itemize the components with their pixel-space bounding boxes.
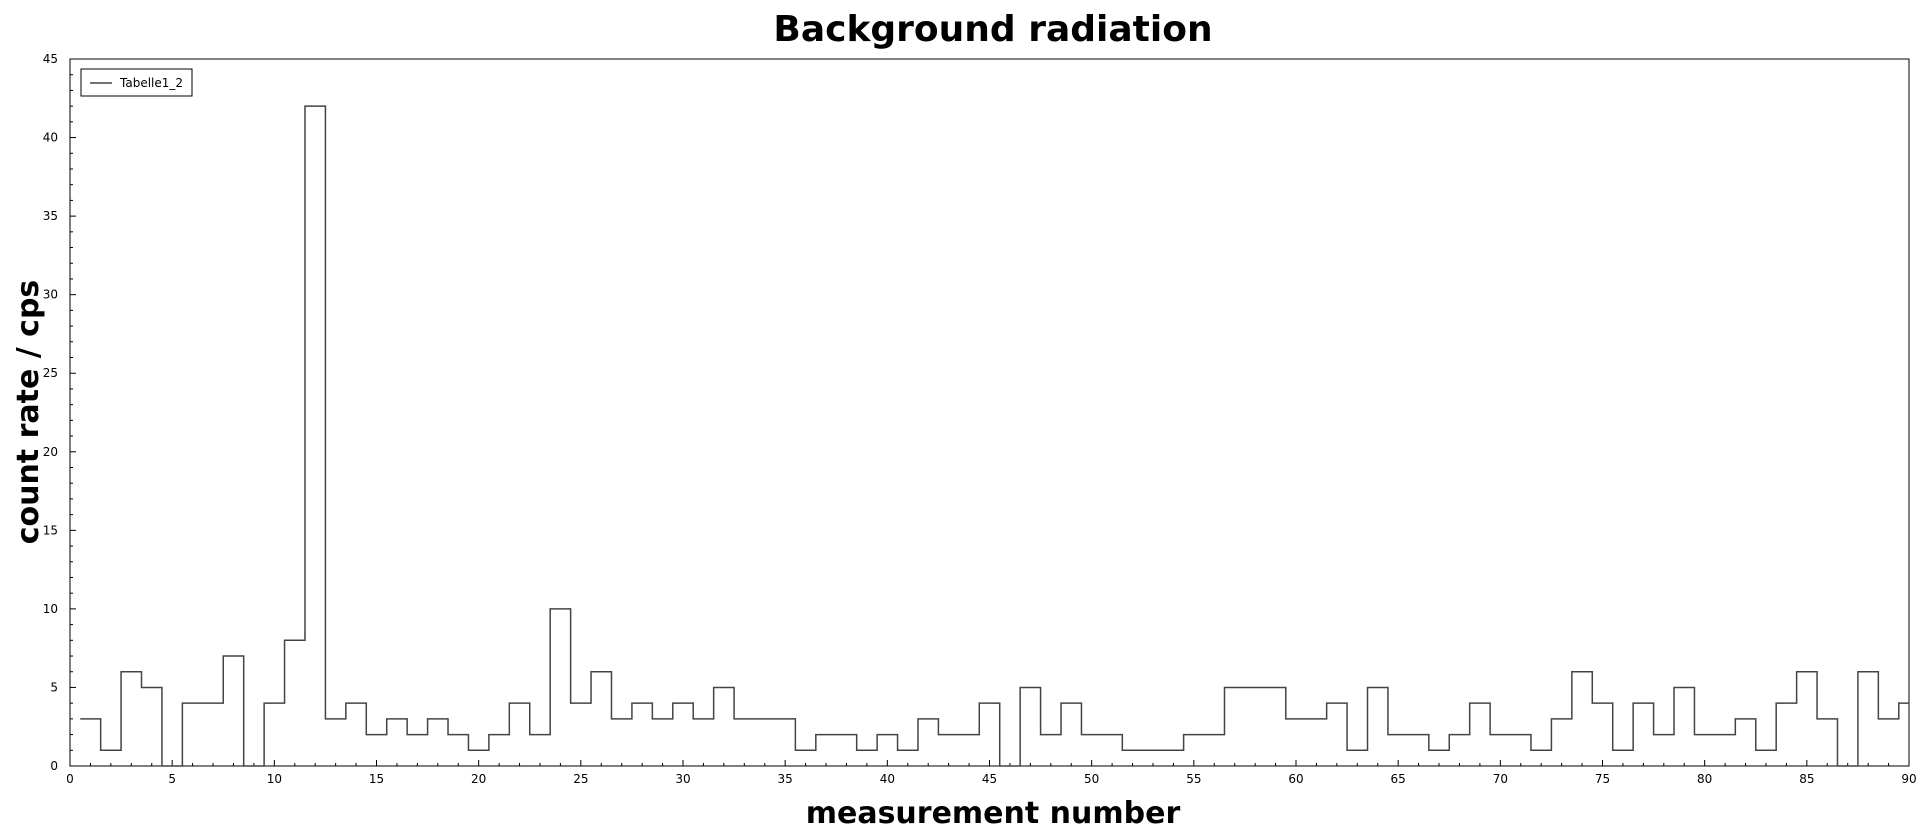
legend: Tabelle1_2 [80, 68, 193, 97]
x-tick-label: 90 [1901, 772, 1916, 786]
x-tick-label: 30 [675, 772, 690, 786]
chart-title: Background radiation [773, 9, 1212, 50]
x-axis-label: measurement number [806, 796, 1181, 831]
x-tick-label: 25 [573, 772, 588, 786]
x-tick-label: 65 [1391, 772, 1406, 786]
x-tick-label: 80 [1697, 772, 1712, 786]
x-tick-label: 40 [880, 772, 895, 786]
plot-frame [69, 58, 1910, 767]
y-tick-label: 5 [50, 680, 58, 694]
x-tick-label: 15 [369, 772, 384, 786]
x-tick-label: 60 [1288, 772, 1303, 786]
y-tick-label: 0 [50, 759, 58, 773]
x-tick-label: 5 [168, 772, 176, 786]
y-axis-ticks: 0 5 10 15 20 25 30 35 40 45 [43, 52, 76, 773]
y-tick-label: 35 [43, 209, 58, 223]
series-line-0 [80, 105, 1909, 767]
x-tick-label: 85 [1799, 772, 1814, 786]
series-layer [80, 105, 1909, 767]
y-tick-label: 25 [43, 366, 58, 380]
x-tick-label: 50 [1084, 772, 1099, 786]
x-tick-label: 70 [1493, 772, 1508, 786]
x-tick-label: 75 [1595, 772, 1610, 786]
y-tick-label: 40 [43, 131, 58, 145]
y-tick-label: 20 [43, 445, 58, 459]
x-axis-ticks: 0 5 10 15 20 25 30 35 40 45 50 55 60 65 70 75 80 85 90 [66, 760, 1917, 786]
y-axis-label: count rate / cps [11, 280, 46, 545]
y-tick-label: 10 [43, 602, 58, 616]
x-tick-label: 0 [66, 772, 74, 786]
x-tick-label: 10 [267, 772, 282, 786]
x-tick-label: 45 [982, 772, 997, 786]
y-tick-label: 15 [43, 523, 58, 537]
x-tick-label: 20 [471, 772, 486, 786]
y-tick-label: 45 [43, 52, 58, 66]
legend-entry-label: Tabelle1_2 [119, 76, 183, 90]
x-tick-label: 35 [778, 772, 793, 786]
x-tick-label: 55 [1186, 772, 1201, 786]
y-tick-label: 30 [43, 288, 58, 302]
